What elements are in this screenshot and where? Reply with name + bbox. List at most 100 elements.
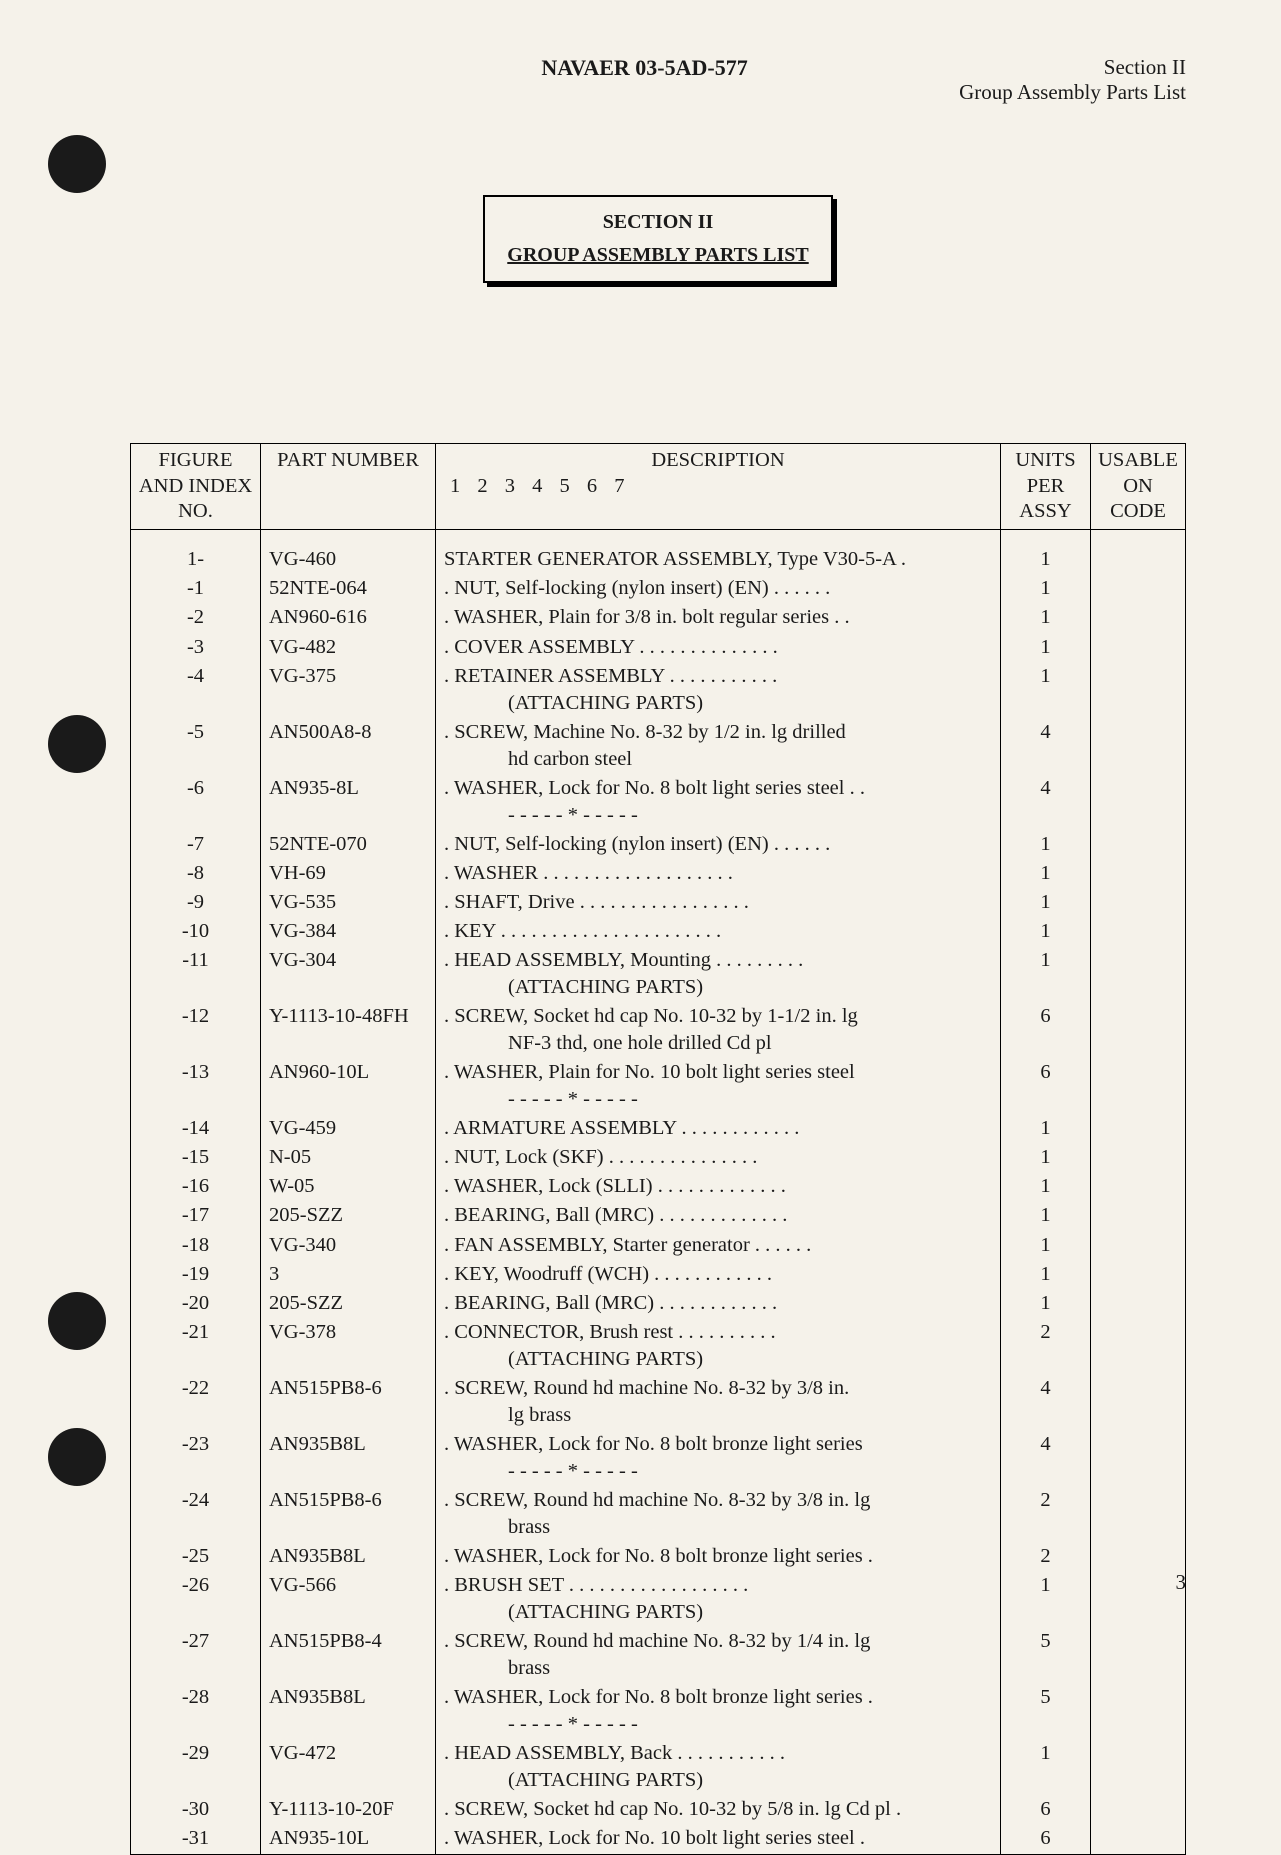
cell-part: VG-384 <box>261 917 436 946</box>
cell-index: -23 <box>131 1430 261 1486</box>
cell-part: W-05 <box>261 1172 436 1201</box>
cell-part: VG-378 <box>261 1318 436 1374</box>
doc-number: NAVAER 03-5AD-577 <box>130 55 959 81</box>
cell-usable <box>1091 718 1186 774</box>
cell-index: -8 <box>131 859 261 888</box>
page-header: NAVAER 03-5AD-577 Section II Group Assem… <box>130 55 1186 105</box>
cell-units: 1 <box>1001 1260 1091 1289</box>
table-row: -4VG-375. RETAINER ASSEMBLY . . . . . . … <box>131 662 1186 718</box>
cell-units: 1 <box>1001 574 1091 603</box>
cell-usable <box>1091 1795 1186 1824</box>
table-row: -18VG-340. FAN ASSEMBLY, Starter generat… <box>131 1231 1186 1260</box>
cell-units: 1 <box>1001 946 1091 1002</box>
col-sublabel: 1 2 3 4 5 6 7 <box>442 474 994 500</box>
cell-usable <box>1091 1201 1186 1230</box>
table-row: -11VG-304. HEAD ASSEMBLY, Mounting . . .… <box>131 946 1186 1002</box>
cell-description-sub: (ATTACHING PARTS) <box>444 1767 703 1794</box>
cell-usable <box>1091 1627 1186 1683</box>
table-row: -193. KEY, Woodruff (WCH) . . . . . . . … <box>131 1260 1186 1289</box>
cell-usable <box>1091 1058 1186 1114</box>
cell-usable <box>1091 1571 1186 1627</box>
table-row: -20205-SZZ. BEARING, Ball (MRC) . . . . … <box>131 1289 1186 1318</box>
cell-part: AN500A8-8 <box>261 718 436 774</box>
table-row: -6AN935-8L. WASHER, Lock for No. 8 bolt … <box>131 774 1186 830</box>
cell-index: -9 <box>131 888 261 917</box>
cell-description: . FAN ASSEMBLY, Starter generator . . . … <box>436 1231 1001 1260</box>
cell-part: VG-472 <box>261 1739 436 1795</box>
cell-part: 205-SZZ <box>261 1201 436 1230</box>
cell-index: -14 <box>131 1114 261 1143</box>
cell-description: . SHAFT, Drive . . . . . . . . . . . . .… <box>436 888 1001 917</box>
cell-description: . WASHER, Lock (SLLI) . . . . . . . . . … <box>436 1172 1001 1201</box>
cell-description: . HEAD ASSEMBLY, Back . . . . . . . . . … <box>436 1739 1001 1795</box>
cell-description: . SCREW, Round hd machine No. 8-32 by 1/… <box>436 1627 1001 1683</box>
cell-units: 1 <box>1001 633 1091 662</box>
table-row: -152NTE-064. NUT, Self-locking (nylon in… <box>131 574 1186 603</box>
section-number: SECTION II <box>507 211 808 234</box>
table-row: -27AN515PB8-4. SCREW, Round hd machine N… <box>131 1627 1186 1683</box>
cell-description: . WASHER, Plain for 3/8 in. bolt regular… <box>436 603 1001 632</box>
cell-usable <box>1091 888 1186 917</box>
cell-units: 6 <box>1001 1795 1091 1824</box>
cell-units: 1 <box>1001 1143 1091 1172</box>
table-row: -22AN515PB8-6. SCREW, Round hd machine N… <box>131 1374 1186 1430</box>
cell-index: -25 <box>131 1542 261 1571</box>
table-row: -3VG-482. COVER ASSEMBLY . . . . . . . .… <box>131 633 1186 662</box>
col-description: DESCRIPTION 1 2 3 4 5 6 7 <box>436 444 1001 530</box>
cell-units: 2 <box>1001 1318 1091 1374</box>
cell-usable <box>1091 917 1186 946</box>
cell-index: -18 <box>131 1231 261 1260</box>
cell-index: -26 <box>131 1571 261 1627</box>
cell-usable <box>1091 830 1186 859</box>
cell-part: VG-340 <box>261 1231 436 1260</box>
cell-units: 1 <box>1001 859 1091 888</box>
table-row: -26VG-566. BRUSH SET . . . . . . . . . .… <box>131 1571 1186 1627</box>
cell-index: -19 <box>131 1260 261 1289</box>
table-row: 1-VG-460STARTER GENERATOR ASSEMBLY, Type… <box>131 545 1186 574</box>
cell-index: 1- <box>131 545 261 574</box>
cell-part: 52NTE-070 <box>261 830 436 859</box>
cell-description: . COVER ASSEMBLY . . . . . . . . . . . .… <box>436 633 1001 662</box>
cell-description-sub: brass <box>444 1655 550 1682</box>
cell-description: . WASHER, Lock for No. 8 bolt bronze lig… <box>436 1683 1001 1739</box>
cell-description: STARTER GENERATOR ASSEMBLY, Type V30-5-A… <box>436 545 1001 574</box>
cell-description: . WASHER . . . . . . . . . . . . . . . .… <box>436 859 1001 888</box>
col-usable: USABLE ON CODE <box>1091 444 1186 530</box>
cell-description: . NUT, Lock (SKF) . . . . . . . . . . . … <box>436 1143 1001 1172</box>
cell-units: 5 <box>1001 1683 1091 1739</box>
cell-description: . BEARING, Ball (MRC) . . . . . . . . . … <box>436 1289 1001 1318</box>
cell-part: 205-SZZ <box>261 1289 436 1318</box>
col-figure-index: FIGURE AND INDEX NO. <box>131 444 261 530</box>
cell-index: -30 <box>131 1795 261 1824</box>
cell-part: Y-1113-10-20F <box>261 1795 436 1824</box>
cell-description: . SCREW, Socket hd cap No. 10-32 by 5/8 … <box>436 1795 1001 1824</box>
table-row: -12Y-1113-10-48FH. SCREW, Socket hd cap … <box>131 1002 1186 1058</box>
cell-part: AN960-10L <box>261 1058 436 1114</box>
table-row: -9VG-535. SHAFT, Drive . . . . . . . . .… <box>131 888 1186 917</box>
cell-description: . KEY, Woodruff (WCH) . . . . . . . . . … <box>436 1260 1001 1289</box>
cell-units: 4 <box>1001 1374 1091 1430</box>
cell-units: 1 <box>1001 1289 1091 1318</box>
col-label: UNITS PER ASSY <box>1015 449 1075 522</box>
cell-usable <box>1091 1739 1186 1795</box>
col-label: FIGURE AND INDEX NO. <box>139 449 252 522</box>
cell-description: . BEARING, Ball (MRC) . . . . . . . . . … <box>436 1201 1001 1230</box>
cell-description-sub: (ATTACHING PARTS) <box>444 1346 703 1373</box>
cell-index: -28 <box>131 1683 261 1739</box>
cell-units: 1 <box>1001 917 1091 946</box>
cell-usable <box>1091 633 1186 662</box>
cell-index: -31 <box>131 1824 261 1854</box>
cell-units: 1 <box>1001 1172 1091 1201</box>
parts-table: FIGURE AND INDEX NO. PART NUMBER DESCRIP… <box>130 443 1186 1855</box>
cell-units: 1 <box>1001 1571 1091 1627</box>
cell-part: N-05 <box>261 1143 436 1172</box>
cell-part: AN515PB8-6 <box>261 1486 436 1542</box>
table-row: -13AN960-10L. WASHER, Plain for No. 10 b… <box>131 1058 1186 1114</box>
cell-units: 1 <box>1001 1739 1091 1795</box>
cell-usable <box>1091 1683 1186 1739</box>
cell-usable <box>1091 946 1186 1002</box>
cell-usable <box>1091 1824 1186 1854</box>
cell-part: VH-69 <box>261 859 436 888</box>
section-title-box: SECTION II GROUP ASSEMBLY PARTS LIST <box>483 195 832 283</box>
cell-description: . WASHER, Lock for No. 8 bolt bronze lig… <box>436 1542 1001 1571</box>
